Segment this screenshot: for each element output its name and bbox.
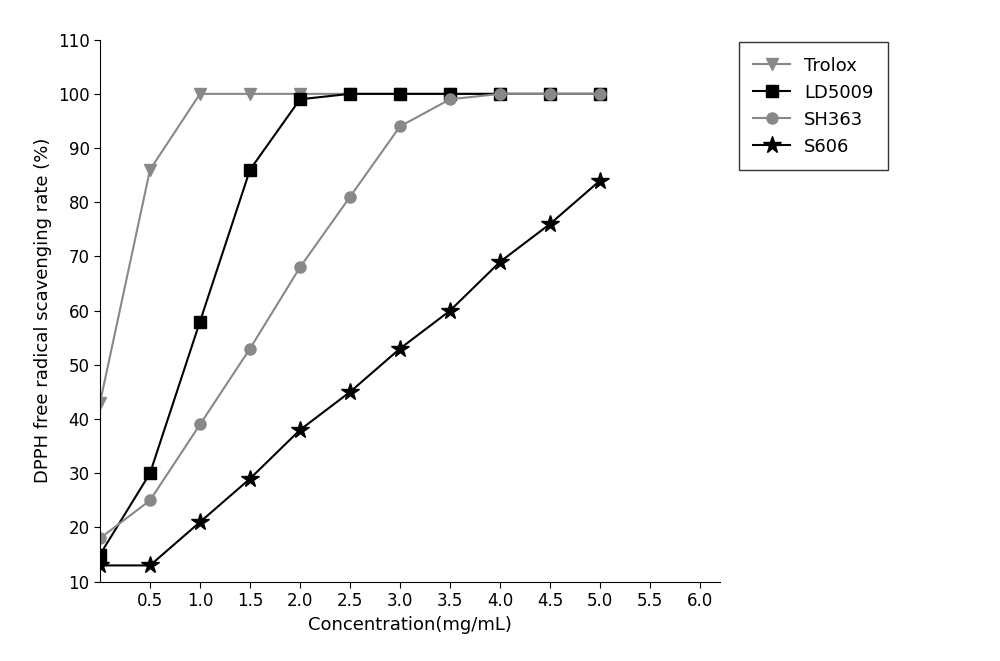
LD5009 [394, 90, 406, 98]
S606 [194, 518, 206, 526]
S606 [94, 561, 106, 569]
S606 [344, 388, 356, 396]
SH363 [144, 496, 156, 504]
SH363 [344, 193, 356, 201]
SH363 [444, 95, 456, 103]
LD5009 [94, 551, 106, 559]
LD5009 [594, 90, 606, 98]
SH363 [394, 122, 406, 130]
S606 [544, 220, 556, 228]
Trolox [444, 90, 456, 98]
LD5009 [544, 90, 556, 98]
Trolox [344, 90, 356, 98]
Trolox [294, 90, 306, 98]
LD5009 [144, 469, 156, 477]
Trolox [194, 90, 206, 98]
Trolox [594, 90, 606, 98]
LD5009 [494, 90, 506, 98]
S606 [144, 561, 156, 569]
Line: Trolox: Trolox [94, 89, 606, 408]
Trolox [94, 399, 106, 407]
X-axis label: Concentration(mg/mL): Concentration(mg/mL) [308, 615, 512, 634]
SH363 [94, 534, 106, 542]
S606 [594, 176, 606, 184]
Y-axis label: DPPH free radical scavenging rate (%): DPPH free radical scavenging rate (%) [34, 138, 52, 483]
SH363 [594, 90, 606, 98]
S606 [294, 426, 306, 434]
LD5009 [344, 90, 356, 98]
Line: S606: S606 [91, 172, 609, 574]
LD5009 [194, 317, 206, 325]
SH363 [544, 90, 556, 98]
SH363 [244, 344, 256, 352]
LD5009 [294, 95, 306, 103]
S606 [494, 258, 506, 266]
Trolox [144, 166, 156, 174]
Trolox [394, 90, 406, 98]
S606 [244, 475, 256, 483]
SH363 [494, 90, 506, 98]
SH363 [294, 263, 306, 271]
Legend: Trolox, LD5009, SH363, S606: Trolox, LD5009, SH363, S606 [739, 42, 888, 170]
S606 [394, 344, 406, 352]
Line: LD5009: LD5009 [94, 89, 606, 560]
SH363 [194, 420, 206, 428]
Trolox [544, 90, 556, 98]
S606 [444, 307, 456, 315]
Trolox [494, 90, 506, 98]
Line: SH363: SH363 [94, 89, 606, 544]
LD5009 [244, 166, 256, 174]
Trolox [244, 90, 256, 98]
LD5009 [444, 90, 456, 98]
